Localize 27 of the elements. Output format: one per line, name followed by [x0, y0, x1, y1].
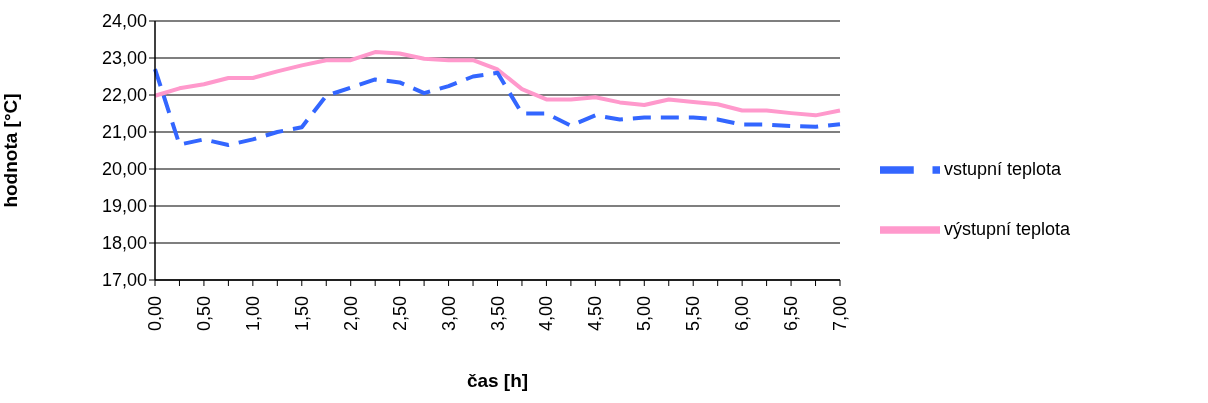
y-tick-label: 24,00 — [101, 11, 147, 32]
x-axis-title: čas [h] — [466, 370, 529, 391]
x-tick-label: 5,00 — [634, 296, 655, 332]
x-tick-label: 1,50 — [291, 296, 312, 332]
x-tick-label: 2,50 — [389, 296, 410, 332]
x-tick-label: 0,00 — [145, 296, 165, 332]
x-tick-label: 2,00 — [340, 296, 361, 332]
y-axis-title: hodnota [°C] — [0, 93, 21, 208]
y-tick-label: 20,00 — [101, 159, 147, 180]
legend-label: výstupní teplota — [944, 218, 1071, 239]
x-tick-label: 3,50 — [487, 296, 508, 332]
y-tick-label: 22,00 — [101, 85, 147, 106]
x-tick-label: 6,00 — [732, 296, 753, 332]
x-tick-label: 6,50 — [781, 296, 802, 332]
y-tick-label: 17,00 — [101, 270, 147, 291]
legend-label: vstupní teplota — [944, 158, 1062, 179]
x-tick-label: 1,00 — [242, 296, 263, 332]
x-tick-label: 3,00 — [438, 296, 459, 332]
x-tick-label: 4,50 — [585, 296, 606, 332]
x-tick-label: 0,50 — [193, 296, 214, 332]
y-tick-label: 18,00 — [101, 233, 147, 254]
y-tick-label: 23,00 — [101, 48, 147, 69]
y-tick-label: 21,00 — [101, 122, 147, 143]
x-tick-label: 5,50 — [683, 296, 704, 332]
y-tick-label: 19,00 — [101, 196, 147, 217]
x-tick-label: 4,00 — [536, 296, 557, 332]
x-tick-label: 7,00 — [830, 296, 850, 332]
